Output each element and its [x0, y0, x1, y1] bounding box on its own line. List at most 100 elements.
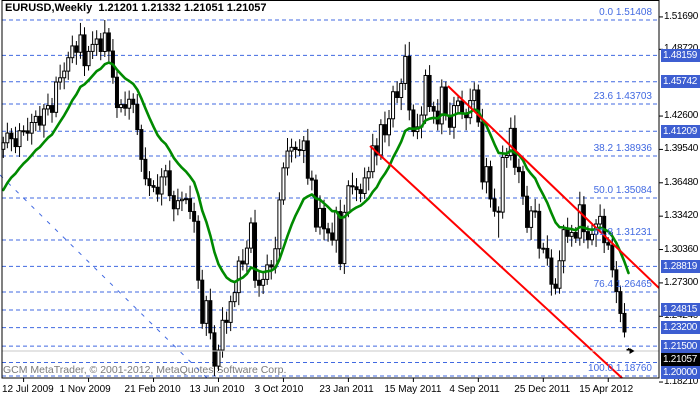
- candle-body: [585, 231, 590, 241]
- candle-body: [549, 257, 554, 285]
- candle-body: [253, 222, 258, 281]
- candle-body: [175, 200, 180, 210]
- candle-body: [516, 166, 521, 173]
- candle-body: [220, 319, 225, 351]
- fibonacci-label: 0.0 1.51408: [599, 6, 652, 18]
- fibonacci-label: 76.4 1.26465: [593, 279, 652, 290]
- candle-body: [114, 76, 119, 109]
- time-label: 15 Apr 2012: [579, 384, 634, 395]
- candle-body: [184, 198, 188, 201]
- candle-body: [350, 185, 355, 188]
- candle-body: [362, 177, 367, 194]
- candle-body: [504, 155, 509, 158]
- price-tick-label: 1.39540: [664, 143, 699, 155]
- candle-body: [62, 70, 67, 79]
- candle-body: [261, 278, 266, 286]
- candle-body: [13, 138, 18, 148]
- candle-body: [9, 132, 14, 140]
- candle-body: [309, 177, 314, 181]
- candle-body: [248, 222, 253, 249]
- candle-body: [496, 210, 501, 213]
- candle-body: [21, 130, 26, 133]
- candle-body: [119, 104, 124, 109]
- candle-body: [484, 166, 489, 183]
- candle-body: [622, 312, 627, 333]
- candle-body: [529, 210, 534, 228]
- candle-body: [78, 34, 83, 53]
- time-label: 12 Jul 2009: [2, 384, 54, 395]
- current-price-badge: 1.21057: [661, 352, 700, 366]
- candle-body: [569, 232, 574, 237]
- candle-body: [439, 86, 444, 125]
- candle-body: [50, 105, 55, 113]
- candle-body: [537, 210, 542, 249]
- candle-body: [244, 247, 249, 265]
- candle-body: [167, 170, 172, 197]
- candle-body: [5, 132, 10, 144]
- candle-body: [297, 149, 302, 152]
- candle-body: [192, 210, 197, 222]
- time-label: 25 Dec 2011: [514, 384, 571, 395]
- candle-body: [561, 229, 566, 262]
- candle-body: [313, 179, 318, 228]
- candle-body: [533, 210, 538, 213]
- candle-body: [257, 279, 262, 286]
- plot-border: [1, 0, 660, 379]
- price-level-badge: 1.21500: [661, 339, 700, 353]
- price-tick-label: 1.51690: [664, 10, 699, 22]
- candle-body: [293, 146, 298, 151]
- candle-body: [232, 292, 237, 303]
- candle-body: [573, 232, 578, 239]
- candle-body: [139, 129, 144, 160]
- candle-body: [407, 55, 412, 111]
- candle-body: [228, 301, 233, 323]
- candle-body: [224, 319, 229, 323]
- time-label: 4 Sep 2011: [449, 384, 500, 395]
- candle-body: [90, 43, 95, 52]
- candle-body: [240, 260, 245, 265]
- candle-body: [322, 207, 327, 230]
- candle-body: [285, 150, 290, 169]
- candle-body: [338, 211, 343, 265]
- trendline: [447, 85, 660, 289]
- time-label: 21 Feb 2010: [124, 384, 181, 395]
- candle-body: [98, 38, 103, 52]
- candle-body: [618, 291, 623, 314]
- candle-body: [330, 232, 335, 241]
- moving-average-line: [1, 61, 630, 284]
- candle-body: [54, 81, 59, 113]
- dashed-trendline: [0, 174, 208, 379]
- candle-body: [269, 264, 274, 268]
- time-label: 1 Nov 2009: [59, 384, 111, 395]
- candle-body: [208, 300, 213, 334]
- candle-body: [289, 146, 294, 152]
- fibonacci-label: 100.0 1.18760: [588, 363, 652, 375]
- candle-body: [598, 215, 603, 225]
- candle-body: [147, 178, 152, 187]
- candle-body: [33, 115, 38, 123]
- candle-body: [41, 108, 46, 126]
- candle-body: [106, 32, 111, 52]
- candle-body: [525, 195, 530, 228]
- candle-body: [163, 170, 168, 178]
- candle-body: [342, 211, 347, 265]
- candle-body: [29, 121, 34, 134]
- price-level-badge: 1.24815: [661, 303, 700, 317]
- candle-body: [610, 244, 615, 271]
- candle-body: [135, 103, 140, 131]
- candle-body: [382, 124, 387, 136]
- candle-body: [472, 89, 477, 102]
- candle-body: [236, 260, 241, 294]
- price-level-badge: 1.23200: [661, 321, 700, 335]
- price-level-badge: 1.20000: [661, 365, 700, 379]
- candle-body: [577, 204, 582, 239]
- candle-body: [411, 109, 416, 133]
- candle-body: [326, 228, 331, 234]
- candle-body: [317, 207, 322, 228]
- candle-body: [590, 233, 594, 241]
- candle-body: [123, 104, 128, 109]
- candle-body: [391, 91, 396, 120]
- candle-body: [58, 77, 63, 83]
